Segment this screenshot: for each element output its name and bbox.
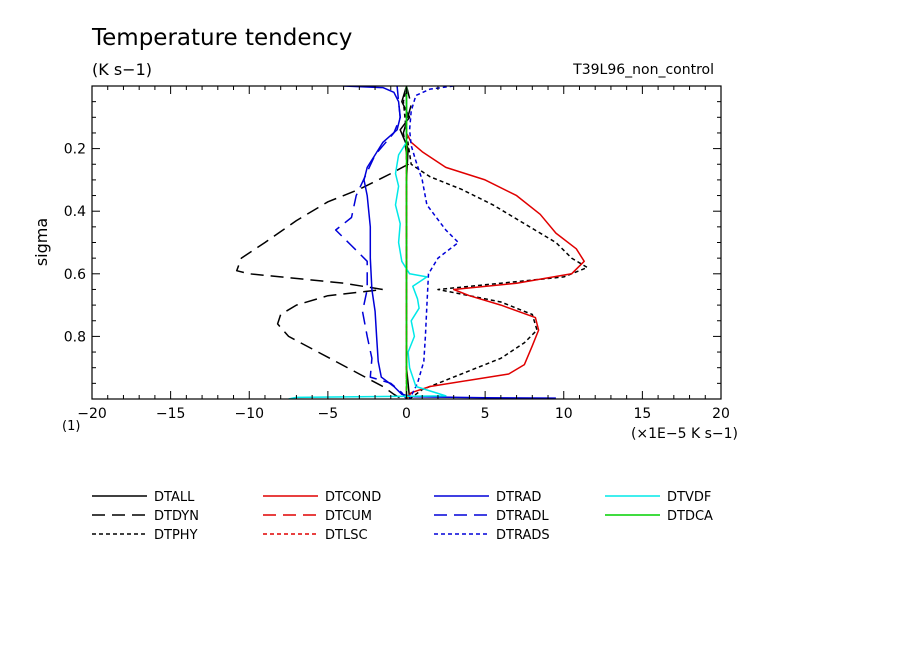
axis-ticks: −20 −15 −10 −5 0 5 10 15 20 0.2 0.4 0.6 0.8: [64, 86, 730, 422]
y-axis-label: sigma: [32, 218, 51, 266]
x-tick-label: 10: [555, 406, 573, 422]
legend: DTALL DTDYN DTPHY DTCOND DTCUM DTLSC DTRAD DTRA…: [92, 490, 713, 543]
x-tick-label: 0: [402, 406, 411, 422]
scale-note: (1): [62, 419, 80, 434]
x-tick-label: 15: [633, 406, 651, 422]
legend-label-dtcond: DTCOND: [325, 490, 381, 505]
legend-label-dtrad: DTRAD: [496, 490, 541, 505]
x-tick-label: 20: [712, 406, 730, 422]
chart-units: (K s−1): [92, 60, 152, 79]
legend-label-dtdca: DTDCA: [667, 509, 713, 524]
legend-label-dtvdf: DTVDF: [667, 490, 711, 505]
x-axis-label: (×1E−5 K s−1): [631, 426, 738, 442]
series-line-dtrad: [343, 86, 556, 399]
x-tick-label: 5: [481, 406, 490, 422]
legend-label-dtcum: DTCUM: [325, 509, 372, 524]
legend-label-dtrads: DTRADS: [496, 528, 550, 543]
y-tick-label: 0.2: [64, 142, 86, 158]
y-tick-label: 0.6: [64, 267, 86, 283]
x-tick-label: −5: [318, 406, 339, 422]
run-label: T39L96_non_control: [572, 62, 714, 78]
y-tick-label: 0.4: [64, 204, 86, 220]
legend-label-dtlsc: DTLSC: [325, 528, 368, 543]
series-line-dtcond: [405, 86, 585, 399]
legend-label-dtphy: DTPHY: [154, 528, 198, 543]
x-tick-label: −20: [77, 406, 107, 422]
series-line-dtphy: [402, 86, 589, 399]
series-line-dtvdf: [288, 86, 447, 399]
legend-label-dtdyn: DTDYN: [154, 509, 199, 524]
y-tick-label: 0.8: [64, 329, 86, 345]
series-line-dtdyn: [235, 86, 412, 399]
x-tick-label: −15: [156, 406, 186, 422]
series-line-dtrads: [408, 86, 460, 399]
x-tick-label: −10: [234, 406, 264, 422]
legend-label-dtall: DTALL: [154, 490, 195, 505]
chart-title: Temperature tendency: [91, 25, 352, 51]
series-line-dtradl: [334, 86, 408, 399]
legend-label-dtradl: DTRADL: [496, 509, 549, 524]
series-layer: [235, 86, 589, 399]
